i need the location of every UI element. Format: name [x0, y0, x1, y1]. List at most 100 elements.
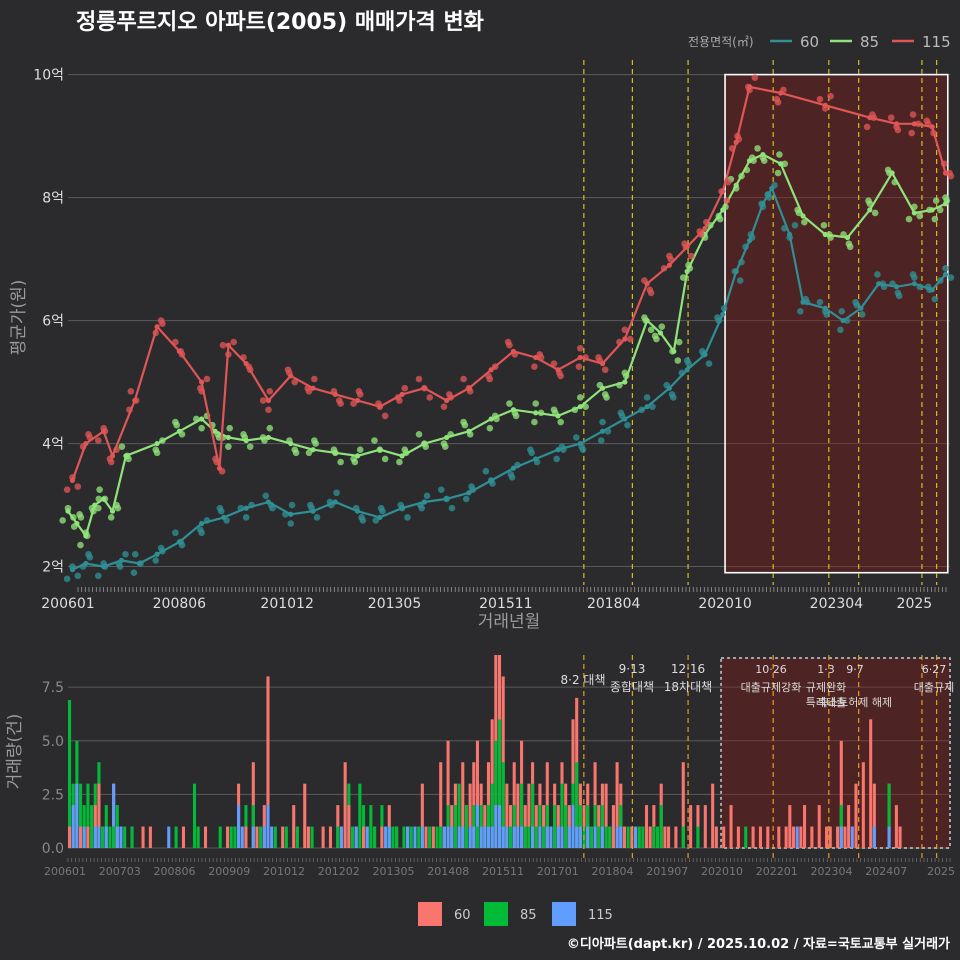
scatter-point-60: [617, 409, 625, 417]
volume-bar-60: [681, 762, 685, 848]
scatter-point-115: [923, 117, 931, 125]
scatter-point-60: [262, 492, 270, 500]
scatter-point-60: [313, 514, 321, 521]
volume-bar-60: [674, 826, 678, 848]
series-point-85: [844, 234, 851, 241]
volume-bar-60: [347, 805, 351, 848]
series-point-60: [399, 505, 405, 511]
volume-bar-85: [527, 826, 531, 848]
scatter-point-85: [531, 418, 538, 426]
series-point-60: [622, 416, 628, 422]
scatter-point-85: [601, 391, 609, 398]
volume-bar-115: [71, 805, 75, 848]
bottom-x-tick-label: 201305: [373, 865, 415, 878]
x-tick-label: 200806: [153, 596, 207, 612]
scatter-point-115: [621, 326, 629, 334]
scatter-point-60: [372, 517, 380, 524]
scatter-point-85: [932, 197, 940, 204]
scatter-point-85: [865, 197, 872, 204]
series-point-60: [577, 440, 583, 447]
volume-bar-85: [597, 826, 601, 848]
volume-bar-115: [545, 826, 549, 848]
bottom-highlight-box: [720, 657, 951, 849]
scatter-point-60: [404, 514, 411, 521]
scatter-point-115: [219, 341, 227, 349]
scatter-point-85: [77, 541, 84, 549]
scatter-point-60: [683, 357, 691, 364]
volume-bar-60: [703, 805, 707, 848]
series-point-85: [109, 508, 116, 514]
volume-bar-85: [531, 783, 535, 848]
volume-bar-115: [483, 826, 487, 848]
scatter-point-85: [291, 446, 299, 454]
volume-bar-60: [784, 826, 788, 848]
policy-sub-label: 특례대출: [806, 696, 846, 709]
scatter-point-60: [423, 492, 431, 500]
bottom-x-tick-label: 200909: [208, 865, 250, 878]
volume-bar-115: [501, 826, 505, 848]
series-point-60: [876, 281, 882, 287]
series-point-85: [332, 450, 338, 456]
series-point-60: [555, 447, 561, 453]
volume-bar-115: [839, 826, 843, 848]
volume-bar-85: [744, 826, 748, 848]
scatter-point-85: [152, 446, 160, 454]
volume-bar-60: [446, 740, 450, 848]
series-point-60: [444, 496, 450, 502]
volume-bar-115: [497, 805, 502, 848]
series-point-115: [822, 102, 828, 108]
scatter-point-60: [287, 520, 295, 527]
volume-bar-85: [174, 826, 178, 848]
scatter-point-115: [531, 363, 538, 370]
volume-bar-60: [777, 826, 781, 848]
scatter-point-115: [773, 95, 781, 103]
scatter-point-85: [845, 240, 853, 248]
bottom-y-axis-title: 거래량(건): [5, 714, 25, 790]
policy-date-label: 9·7: [846, 663, 864, 676]
volume-bar-60: [766, 826, 770, 848]
scatter-point-60: [85, 550, 92, 558]
volume-bar-85: [589, 826, 593, 848]
series-point-115: [733, 139, 739, 145]
policy-date-label: 10·26: [755, 663, 787, 676]
series-point-115: [243, 361, 249, 367]
policy-sub-label: 종합대책: [610, 679, 654, 694]
volume-bar-60: [872, 783, 876, 848]
volume-bar-115: [571, 805, 575, 848]
series-point-60: [510, 465, 517, 471]
series-point-85: [671, 348, 677, 354]
volume-bar-60: [751, 826, 755, 848]
series-point-85: [65, 508, 71, 514]
bottom-x-tick-label: 200703: [99, 865, 141, 878]
scatter-point-85: [381, 455, 389, 463]
scatter-point-60: [858, 311, 866, 318]
volume-bar-115: [384, 826, 388, 848]
scatter-point-115: [355, 387, 363, 395]
series-point-60: [310, 508, 316, 514]
volume-bar-115: [365, 826, 369, 848]
scatter-point-85: [59, 517, 66, 524]
volume-bar-60: [667, 826, 671, 848]
scatter-point-60: [597, 437, 605, 444]
volume-bar-85: [192, 783, 197, 848]
series-point-85: [622, 379, 628, 385]
volume-bar-60: [825, 826, 829, 848]
series-point-60: [733, 268, 739, 274]
policy-date-label: 8·2 대책: [561, 672, 606, 687]
scatter-point-115: [127, 387, 135, 395]
volume-bar-85: [402, 826, 406, 848]
scatter-point-85: [776, 151, 783, 158]
scatter-point-85: [118, 443, 126, 450]
bottom-y-tick-label: 7.5: [42, 680, 64, 696]
volume-bar-60: [663, 826, 667, 848]
scatter-point-115: [723, 197, 731, 204]
volume-bar-60: [898, 826, 902, 848]
scatter-point-60: [942, 265, 949, 272]
scatter-point-60: [736, 277, 744, 284]
scatter-point-85: [647, 326, 655, 334]
series-point-115: [466, 385, 472, 391]
series-point-60: [221, 514, 227, 520]
volume-bar-60: [791, 826, 796, 848]
scatter-point-115: [94, 437, 102, 444]
series-point-85: [555, 413, 561, 419]
